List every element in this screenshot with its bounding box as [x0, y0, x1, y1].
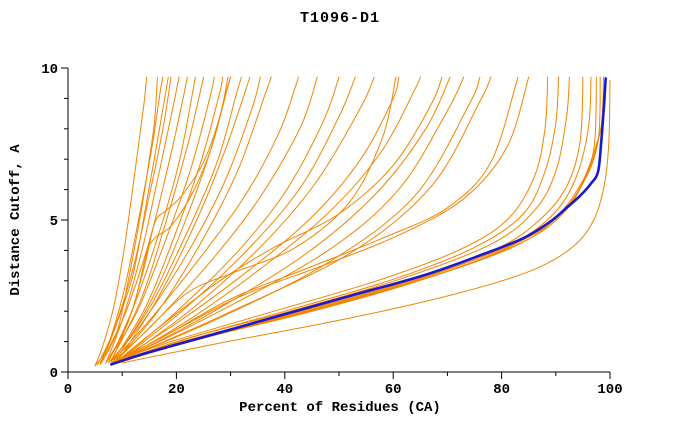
- model-curve: [124, 76, 375, 359]
- x-tick-label: 100: [597, 382, 622, 398]
- x-tick-label: 40: [276, 382, 293, 398]
- model-curve: [110, 76, 204, 361]
- x-tick-label: 0: [64, 382, 72, 398]
- model-curve: [113, 76, 299, 361]
- x-tick-label: 60: [385, 382, 402, 398]
- model-curve: [116, 76, 481, 362]
- model-curve: [121, 76, 356, 359]
- x-tick-label: 80: [493, 382, 510, 398]
- model-curve: [110, 76, 397, 364]
- model-curve: [124, 76, 465, 359]
- model-curve: [116, 76, 570, 364]
- model-curve: [94, 76, 148, 367]
- highlight-curve: [110, 77, 607, 366]
- model-curve: [110, 76, 519, 364]
- model-curve: [113, 76, 223, 361]
- x-tick-label: 20: [168, 382, 185, 398]
- model-curve: [97, 76, 172, 365]
- model-curve: [121, 76, 451, 361]
- model-curve: [121, 76, 421, 361]
- model-curve: [121, 76, 492, 361]
- y-tick-label: 5: [50, 214, 58, 230]
- model-curve: [100, 76, 188, 364]
- model-curve: [116, 76, 400, 362]
- model-curve: [113, 76, 597, 364]
- model-curve: [121, 79, 611, 364]
- model-curve: [110, 76, 232, 362]
- model-curve: [110, 76, 584, 364]
- chart-title: T1096-D1: [299, 10, 380, 27]
- x-axis-label: Percent of Residues (CA): [239, 400, 441, 416]
- model-curve: [105, 76, 215, 364]
- model-curve: [94, 76, 169, 367]
- model-curve: [119, 76, 340, 361]
- model-curve: [119, 76, 604, 363]
- model-curve: [110, 76, 242, 362]
- y-tick-label: 0: [50, 366, 58, 382]
- model-curve: [110, 76, 549, 364]
- model-curve: [108, 76, 261, 364]
- model-curve: [100, 76, 158, 365]
- model-curve: [119, 76, 251, 359]
- model-curve: [116, 76, 272, 361]
- model-curve: [116, 76, 530, 362]
- model-curve: [108, 76, 196, 362]
- model-curve: [116, 76, 443, 362]
- y-tick-label: 10: [41, 62, 58, 78]
